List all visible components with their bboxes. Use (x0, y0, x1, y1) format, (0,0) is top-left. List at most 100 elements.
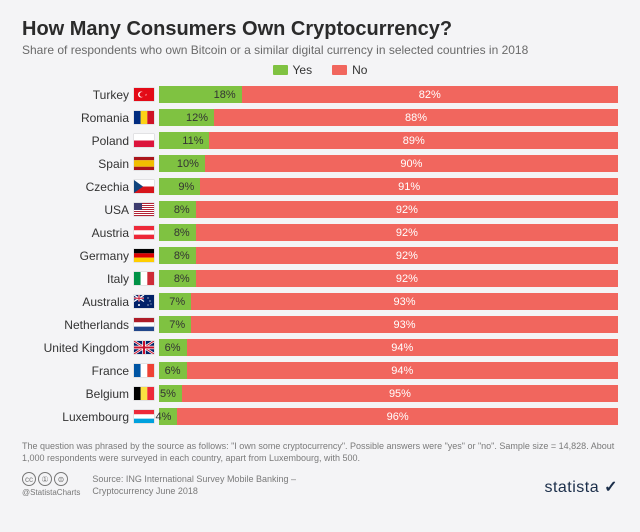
license-block: cc ① ⊜ @StatistaCharts (22, 472, 80, 497)
country-label: Italy (22, 272, 134, 286)
legend-no-swatch (332, 65, 347, 75)
bar-yes: 7% (159, 293, 191, 310)
legend: Yes No (22, 63, 618, 77)
country-label: Austria (22, 226, 134, 240)
bar-row: USA 8%92% (22, 200, 618, 219)
bar: 10%90% (159, 155, 618, 172)
bar-row: Austria 8%92% (22, 223, 618, 242)
country-label: Poland (22, 134, 134, 148)
country-label: Netherlands (22, 318, 134, 332)
bar: 5%95% (159, 385, 618, 402)
bar: 8%92% (159, 247, 618, 264)
bar: 12%88% (159, 109, 618, 126)
flag-icon (134, 295, 154, 308)
flag-icon (134, 203, 154, 216)
bar-no: 93% (191, 293, 618, 310)
flag-icon (134, 318, 154, 331)
bar-yes: 8% (159, 270, 196, 287)
bar-yes: 18% (159, 86, 242, 103)
flag-icon (134, 180, 154, 193)
nd-icon: ⊜ (54, 472, 68, 486)
bar-row: Czechia 9%91% (22, 177, 618, 196)
flag-icon (134, 272, 154, 285)
legend-no: No (332, 63, 367, 77)
bar: 11%89% (159, 132, 618, 149)
bar-no: 88% (214, 109, 618, 126)
bar-yes: 8% (159, 201, 196, 218)
bar-yes: 11% (159, 132, 209, 149)
bar-row: Romania 12%88% (22, 108, 618, 127)
bar-row: Italy 8%92% (22, 269, 618, 288)
country-label: United Kingdom (22, 341, 134, 355)
bar-no: 94% (187, 339, 618, 356)
chart-title: How Many Consumers Own Cryptocurrency? (22, 18, 618, 41)
flag-icon (134, 249, 154, 262)
country-label: Germany (22, 249, 134, 263)
country-label: USA (22, 203, 134, 217)
flag-icon (134, 387, 154, 400)
bar: 9%91% (159, 178, 618, 195)
statista-logo: statista ✓ (544, 477, 618, 497)
bar-no: 94% (187, 362, 618, 379)
bar-row: United Kingdom 6%94% (22, 338, 618, 357)
bar-yes: 4% (159, 408, 177, 425)
bar-yes: 9% (159, 178, 200, 195)
bar-no: 95% (182, 385, 618, 402)
bar-row: Australia 7%93% (22, 292, 618, 311)
bar-no: 92% (196, 270, 618, 287)
bar: 6%94% (159, 362, 618, 379)
bar: 8%92% (159, 224, 618, 241)
flag-icon (134, 111, 154, 124)
bar-row: Germany 8%92% (22, 246, 618, 265)
bar-no: 96% (177, 408, 618, 425)
bar-yes: 5% (159, 385, 182, 402)
bar-no: 92% (196, 201, 618, 218)
flag-icon (134, 88, 154, 101)
bar-row: Netherlands 7%93% (22, 315, 618, 334)
cc-icons: cc ① ⊜ (22, 472, 68, 486)
country-label: Czechia (22, 180, 134, 194)
bar-chart: Turkey 18%82% Romania 12%88% Poland 11%89% Spa… (22, 85, 618, 426)
bar-yes: 7% (159, 316, 191, 333)
bar-row: Belgium 5%95% (22, 384, 618, 403)
flag-icon (134, 134, 154, 147)
flag-icon (134, 364, 154, 377)
country-label: Romania (22, 111, 134, 125)
bar-yes: 8% (159, 224, 196, 241)
bar-row: Spain 10%90% (22, 154, 618, 173)
country-label: Turkey (22, 88, 134, 102)
bar-yes: 10% (159, 155, 205, 172)
bar-row: Turkey 18%82% (22, 85, 618, 104)
bar: 8%92% (159, 270, 618, 287)
country-label: Spain (22, 157, 134, 171)
flag-icon (134, 226, 154, 239)
cc-icon: cc (22, 472, 36, 486)
bar-row: France6%94% (22, 361, 618, 380)
bar: 7%93% (159, 316, 618, 333)
bar-no: 91% (200, 178, 618, 195)
flag-icon (134, 410, 154, 423)
bar: 18%82% (159, 86, 618, 103)
bar-no: 92% (196, 224, 618, 241)
bar: 7%93% (159, 293, 618, 310)
bar-yes: 6% (159, 339, 187, 356)
bar-yes: 6% (159, 362, 187, 379)
bar-no: 93% (191, 316, 618, 333)
bar-row: Luxembourg 4%96% (22, 407, 618, 426)
country-label: Australia (22, 295, 134, 309)
country-label: Luxembourg (22, 410, 134, 424)
chart-subtitle: Share of respondents who own Bitcoin or … (22, 43, 618, 57)
bar-no: 90% (205, 155, 618, 172)
source-text: Source: ING International Survey Mobile … (80, 473, 544, 497)
flag-icon (134, 157, 154, 170)
chart-card: How Many Consumers Own Cryptocurrency? S… (0, 0, 640, 532)
bar: 8%92% (159, 201, 618, 218)
bar: 4%96% (159, 408, 618, 425)
by-icon: ① (38, 472, 52, 486)
footnote: The question was phrased by the source a… (22, 440, 618, 464)
legend-yes: Yes (273, 63, 313, 77)
bar-no: 89% (209, 132, 618, 149)
bar-row: Poland 11%89% (22, 131, 618, 150)
country-label: Belgium (22, 387, 134, 401)
legend-yes-swatch (273, 65, 288, 75)
